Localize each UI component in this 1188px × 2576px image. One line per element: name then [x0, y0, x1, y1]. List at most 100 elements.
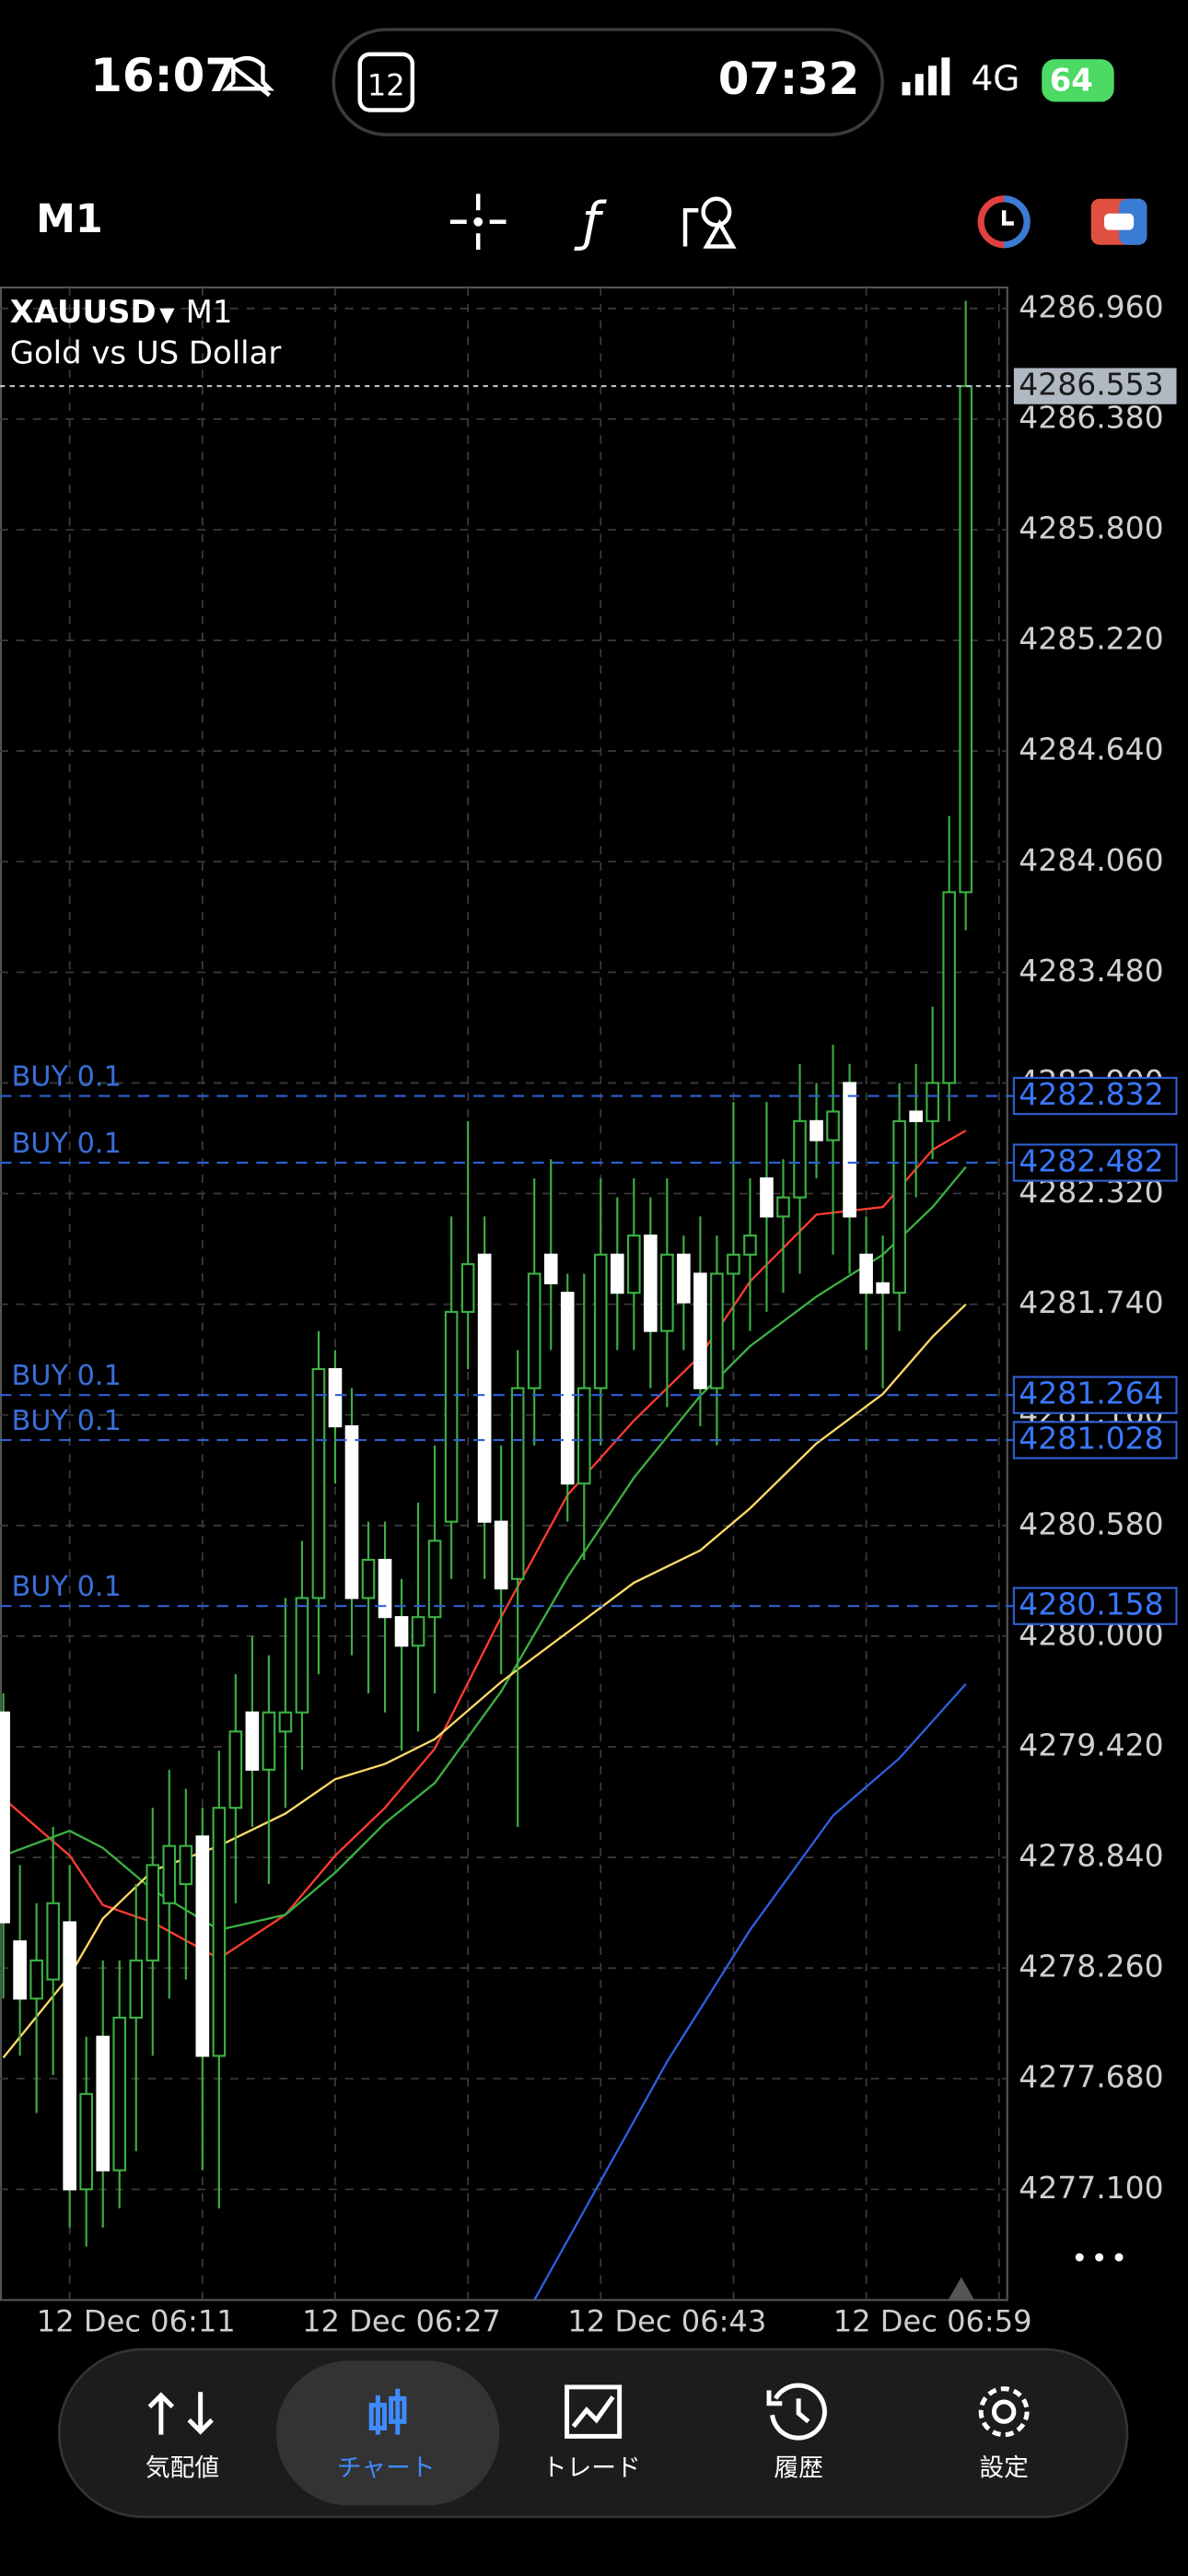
order-label: BUY 0.1 [11, 1571, 121, 1603]
timeframe-button[interactable]: M1 [36, 196, 102, 242]
candle [527, 1177, 542, 1446]
candle-body [644, 1235, 658, 1332]
candle-body [444, 1310, 459, 1523]
candle-body [311, 1367, 326, 1599]
x-tick-label: 12 Dec 06:43 [567, 2303, 766, 2338]
tab-label[interactable]: チャート [337, 2454, 436, 2483]
candle [876, 1235, 890, 1388]
candle-body [959, 385, 973, 894]
battery [1042, 59, 1114, 102]
tab-label[interactable]: 履歴 [774, 2454, 823, 2483]
quotes-icon [147, 2392, 214, 2435]
candle-body [295, 1597, 309, 1714]
candle-body [278, 1711, 293, 1733]
one-click-button[interactable] [977, 195, 1031, 249]
candle [328, 1350, 343, 1484]
trade-button[interactable] [1090, 198, 1147, 245]
candle-body [394, 1616, 409, 1647]
objects-button[interactable] [682, 196, 737, 249]
candle [494, 1445, 508, 1675]
dynamic-island [332, 28, 884, 137]
candle-body [427, 1540, 442, 1619]
candle [129, 1884, 144, 2151]
candle [693, 1216, 707, 1427]
candle-body [892, 1119, 906, 1294]
candle-body [46, 1902, 60, 1981]
y-tick-label: 4277.680 [1019, 2059, 1163, 2095]
candle [112, 1960, 127, 2209]
candle [843, 1063, 856, 1274]
symbol-dropdown[interactable]: ▼ [159, 303, 175, 326]
candle [760, 1102, 774, 1312]
order-price-box [1012, 1076, 1178, 1116]
candle [79, 2036, 94, 2247]
candle-body [710, 1272, 724, 1389]
candle-body [112, 2016, 127, 2172]
candle-body [63, 1921, 76, 2191]
candle-body [146, 1864, 160, 1961]
signal-icon [902, 57, 950, 96]
candle [162, 1769, 177, 1999]
tab-label[interactable]: 気配値 [146, 2454, 219, 2483]
candle-body [809, 1119, 823, 1142]
crosshair-button[interactable] [449, 193, 507, 251]
order-price-label: 4280.158 [1019, 1587, 1163, 1622]
more-button[interactable] [1075, 2253, 1124, 2262]
y-tick-label: 4277.100 [1019, 2170, 1163, 2206]
candle-body [96, 2035, 111, 2172]
plot: BUY 0.1 BUY 0.1 BUY 0.1 BUY 0.1 BUY 0.1 [0, 300, 1014, 2301]
candle [859, 1216, 873, 1351]
order-price-box [1012, 1143, 1178, 1182]
tab-label[interactable]: トレード [542, 2454, 641, 2483]
candle [394, 1578, 409, 1751]
candle-body [776, 1196, 790, 1218]
tab-label[interactable]: 設定 [979, 2454, 1029, 2483]
candle [892, 1083, 906, 1331]
candle-body [760, 1177, 774, 1218]
candle [660, 1177, 674, 1408]
candle-body [626, 1235, 641, 1294]
candle-body [361, 1559, 376, 1599]
candle-body [262, 1711, 276, 1771]
order-price-box [1012, 1587, 1178, 1625]
candle [179, 1788, 193, 1980]
candle [610, 1197, 624, 1351]
candle [146, 1808, 160, 2056]
candle-body [593, 1253, 608, 1389]
candle-body [29, 1959, 43, 2000]
moving-average [3, 1165, 967, 1931]
candle [63, 1865, 76, 2228]
silent-icon [221, 56, 274, 98]
active-tab-background [275, 2360, 500, 2506]
candle [776, 1159, 790, 1294]
candle [510, 1350, 525, 1827]
candle-body [378, 1559, 392, 1619]
price-axis: 4286.960 4286.380 4285.800 4285.220 4284.640… [37, 288, 1178, 2338]
candle [909, 1063, 923, 1198]
y-tick-label: 4279.420 [1019, 1727, 1163, 1762]
candle-body [179, 1844, 193, 1886]
candle [444, 1216, 459, 1579]
order-label: BUY 0.1 [11, 1405, 121, 1437]
candle-body [793, 1119, 807, 1199]
x-tick-label: 12 Dec 06:27 [302, 2303, 501, 2338]
candle-body [909, 1110, 923, 1122]
calendar-icon [357, 52, 415, 112]
candle [245, 1635, 260, 1827]
candle [212, 1751, 227, 2209]
candle-body [228, 1730, 243, 1809]
y-tick-label: 4284.060 [1019, 842, 1163, 878]
current-price-label: 4286.553 [1019, 367, 1163, 403]
candle [959, 300, 973, 931]
order-price-label: 4282.832 [1019, 1076, 1163, 1112]
chart-icon [368, 2388, 407, 2435]
candle-body [876, 1282, 890, 1294]
candle-body [743, 1235, 757, 1256]
order-price-label: 4281.028 [1019, 1421, 1163, 1457]
candle-body [843, 1082, 856, 1218]
chart-frame [0, 286, 1008, 2301]
candle-body [79, 2092, 94, 2191]
candle [46, 1826, 60, 2076]
